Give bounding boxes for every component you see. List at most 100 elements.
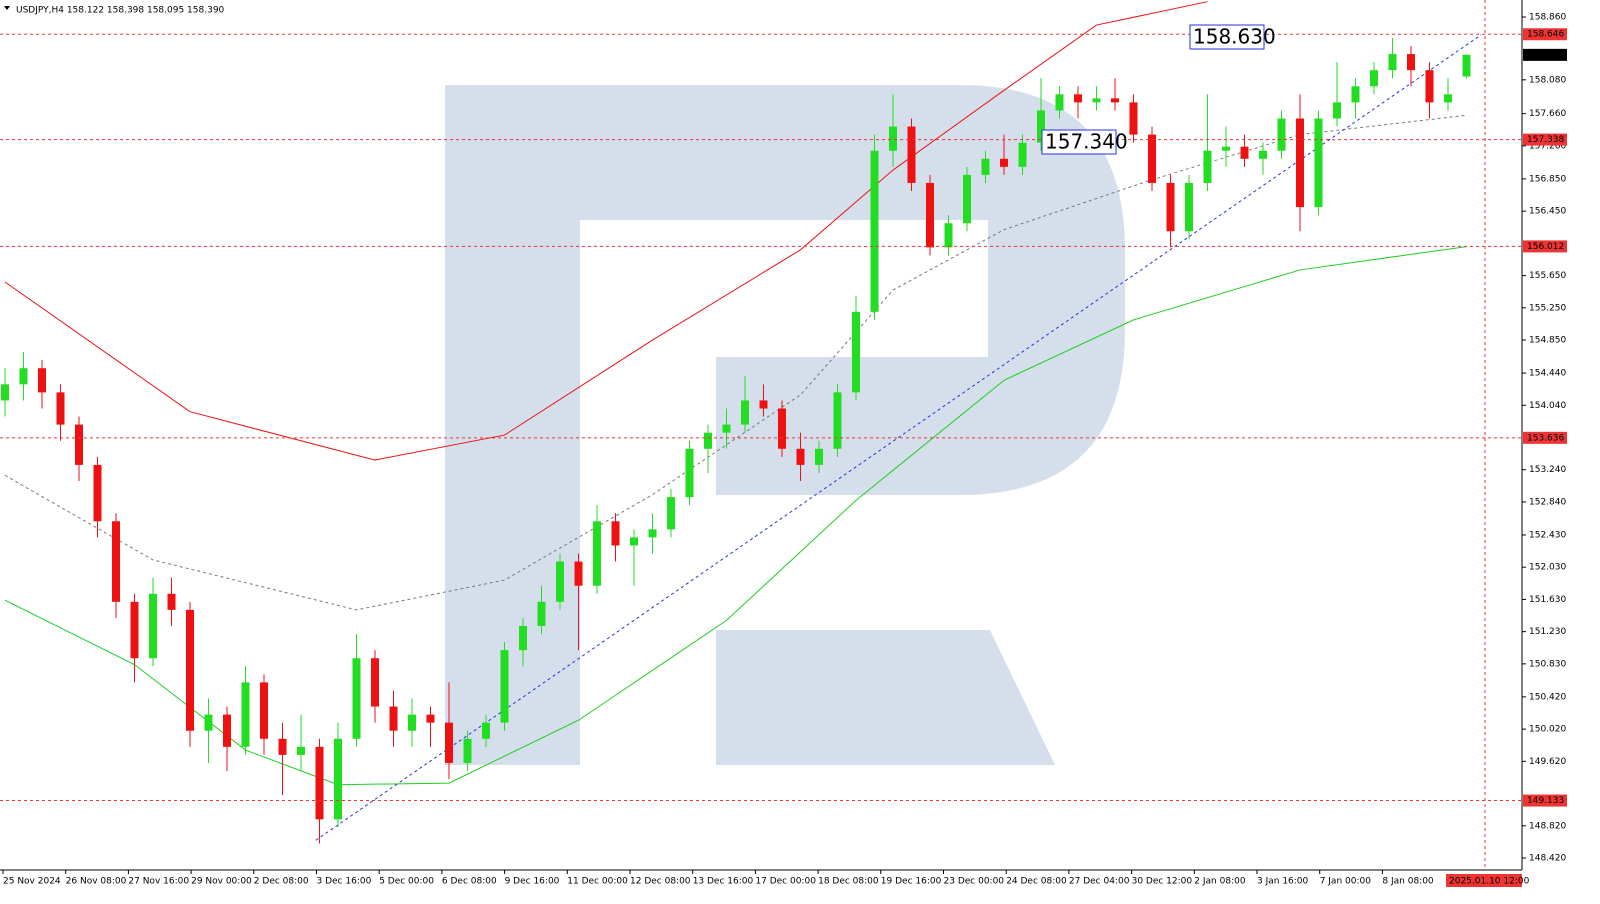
y-tick-label: 155.650 xyxy=(1529,271,1566,281)
candle-body xyxy=(186,609,194,731)
candle-body xyxy=(426,714,435,723)
candle-body xyxy=(297,746,305,755)
candle-body xyxy=(56,392,65,425)
candle-body xyxy=(19,368,28,385)
candle-body xyxy=(1314,118,1323,208)
y-tick-label: 152.430 xyxy=(1529,530,1566,540)
candle-body xyxy=(593,521,601,586)
y-tick-label: 148.820 xyxy=(1529,821,1566,831)
x-tick-label: 8 Jan 08:00 xyxy=(1382,877,1434,887)
annotation-box xyxy=(1189,24,1265,50)
candle-body xyxy=(1388,54,1397,71)
x-tick-label: 6 Dec 08:00 xyxy=(442,877,497,887)
candle-body xyxy=(852,311,860,393)
candle-body xyxy=(741,400,749,425)
candle-body xyxy=(1037,110,1045,143)
level-label-box xyxy=(1523,431,1567,444)
candle-body xyxy=(1462,54,1471,77)
candle-body xyxy=(1444,94,1452,103)
candle-body xyxy=(1333,102,1341,119)
level-label: 156.012 xyxy=(1527,242,1564,252)
cursor-time: 2025.01.10 12:00 xyxy=(1449,877,1530,887)
candle-body xyxy=(260,682,268,739)
candle-body xyxy=(907,126,916,183)
candle-body xyxy=(389,706,398,731)
candle-body xyxy=(1203,150,1212,183)
candle-body xyxy=(704,432,712,449)
current-price-label: 158.390 xyxy=(1527,50,1564,60)
candle-body xyxy=(1000,158,1008,167)
candle-body xyxy=(1111,98,1119,103)
candle-body xyxy=(926,182,934,248)
x-tick-label: 27 Dec 04:00 xyxy=(1069,877,1130,887)
candle-body xyxy=(315,746,324,820)
candle-body xyxy=(1074,94,1082,103)
candle-body xyxy=(167,593,176,610)
candle-body xyxy=(981,158,990,175)
level-label-box xyxy=(1523,28,1567,41)
candle-body xyxy=(778,408,786,449)
level-label-box xyxy=(1523,133,1567,146)
candle-body xyxy=(371,658,379,707)
x-tick-label: 26 Nov 08:00 xyxy=(66,877,127,887)
candle-body xyxy=(93,464,102,522)
candle-body xyxy=(574,561,583,586)
candle-body xyxy=(1351,86,1360,103)
y-tick-label: 155.250 xyxy=(1529,303,1566,313)
x-tick-label: 5 Dec 00:00 xyxy=(379,877,434,887)
candle-body xyxy=(352,658,361,739)
y-tick-label: 158.860 xyxy=(1529,12,1566,22)
candle-body xyxy=(667,497,675,530)
x-tick-label: 3 Jan 16:00 xyxy=(1257,877,1309,887)
y-tick-label: 156.450 xyxy=(1529,207,1566,217)
level-label: 153.636 xyxy=(1527,433,1564,443)
candle-body xyxy=(1166,182,1175,232)
y-tick-label: 156.850 xyxy=(1529,174,1566,184)
x-tick-label: 12 Dec 08:00 xyxy=(630,877,691,887)
cursor-time-box xyxy=(1446,874,1522,887)
level-label-box xyxy=(1523,794,1567,807)
candle-body xyxy=(722,424,731,433)
candle-body xyxy=(833,392,842,449)
candle-body xyxy=(241,682,250,747)
x-tick-label: 29 Nov 00:00 xyxy=(191,877,252,887)
x-tick-label: 9 Dec 16:00 xyxy=(505,877,560,887)
y-tick-label: 152.030 xyxy=(1529,563,1566,573)
candle-body xyxy=(870,150,879,312)
level-label-box xyxy=(1523,240,1567,253)
candle-body xyxy=(1296,118,1304,208)
candle-body xyxy=(815,448,823,465)
x-tick-label: 13 Dec 16:00 xyxy=(693,877,754,887)
candle-body xyxy=(278,738,287,755)
candle-body xyxy=(463,738,472,763)
candle-body xyxy=(1185,182,1193,232)
candle-body xyxy=(112,521,120,602)
x-tick-label: 18 Dec 08:00 xyxy=(818,877,879,887)
y-tick-label: 150.830 xyxy=(1529,659,1566,669)
y-tick-label: 150.020 xyxy=(1529,725,1566,735)
level-label: 157.338 xyxy=(1527,135,1564,145)
annotation: 158.630 xyxy=(1193,25,1276,49)
candle-body xyxy=(630,537,638,546)
candle-body xyxy=(963,174,971,224)
candle-body xyxy=(1259,150,1267,159)
annotation: 157.340 xyxy=(1045,130,1128,154)
y-tick-label: 150.420 xyxy=(1529,692,1566,702)
x-tick-label: 11 Dec 00:00 xyxy=(567,877,628,887)
x-tick-label: 24 Dec 08:00 xyxy=(1006,877,1067,887)
candle-body xyxy=(482,722,490,739)
y-tick-label: 157.260 xyxy=(1529,141,1566,151)
title-arrow xyxy=(4,6,10,10)
candle-body xyxy=(685,448,694,498)
x-tick-label: 25 Nov 2024 xyxy=(3,877,61,887)
current-price-box xyxy=(1523,48,1567,61)
candle-body xyxy=(611,521,620,546)
candle-body xyxy=(1370,70,1378,87)
y-tick-label: 149.620 xyxy=(1529,757,1566,767)
y-tick-label: 151.230 xyxy=(1529,627,1566,637)
candle-body xyxy=(445,722,453,763)
candle-body xyxy=(537,601,546,626)
candle-body xyxy=(759,400,768,409)
candle-body xyxy=(1425,70,1434,103)
